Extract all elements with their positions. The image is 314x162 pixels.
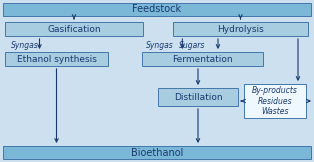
FancyBboxPatch shape — [3, 3, 311, 16]
Text: Syngas: Syngas — [11, 41, 39, 51]
Text: Hydrolysis: Hydrolysis — [217, 24, 264, 34]
FancyBboxPatch shape — [5, 22, 143, 36]
FancyBboxPatch shape — [244, 84, 306, 118]
FancyBboxPatch shape — [5, 52, 108, 66]
Text: Sugars: Sugars — [179, 41, 205, 51]
Text: Distillation: Distillation — [174, 93, 222, 102]
Text: Gasification: Gasification — [47, 24, 101, 34]
Text: Ethanol synthesis: Ethanol synthesis — [17, 54, 96, 64]
Text: Bioethanol: Bioethanol — [131, 147, 183, 157]
Text: By-products
Residues
Wastes: By-products Residues Wastes — [252, 86, 298, 116]
FancyBboxPatch shape — [158, 88, 238, 106]
FancyBboxPatch shape — [142, 52, 263, 66]
FancyBboxPatch shape — [3, 146, 311, 159]
FancyBboxPatch shape — [173, 22, 308, 36]
Text: Syngas: Syngas — [146, 41, 174, 51]
Text: Feedstock: Feedstock — [133, 5, 181, 15]
Text: Fermentation: Fermentation — [172, 54, 233, 64]
